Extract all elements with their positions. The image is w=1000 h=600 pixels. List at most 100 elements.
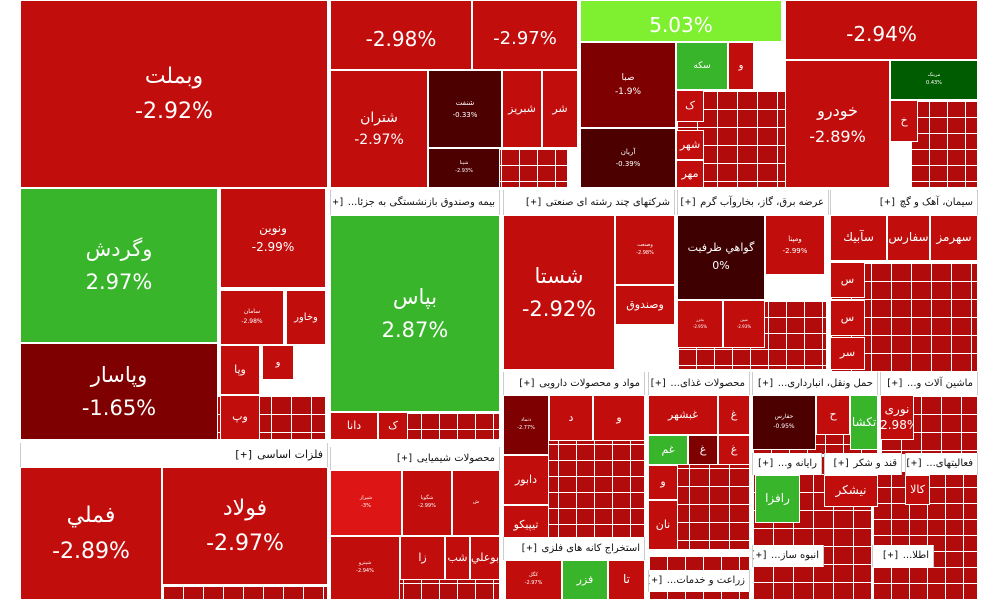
treemap-tile[interactable]: وخاور [286,290,326,345]
treemap-tile[interactable]: فزر [562,560,608,600]
treemap-tile[interactable]: شبریز [502,70,542,148]
sector-header[interactable]: رایانه و... [+] [752,453,822,475]
treemap-tile[interactable]: -2.97% [472,0,578,70]
treemap-tile[interactable]: غم [648,435,688,465]
treemap-tile[interactable]: تا [608,560,645,600]
treemap-tile[interactable]: وبملت -2.92% [20,0,328,188]
treemap-tile[interactable]: کگل -2.97% [505,560,562,600]
treemap-tile[interactable]: سر [830,337,865,370]
treemap-tile[interactable]: دابور [503,455,549,505]
treemap-tile[interactable]: شستا -2.92% [503,215,615,370]
sector-header[interactable]: محصولات غذای... [+] [648,372,750,395]
treemap-tile[interactable]: غ [718,395,750,435]
treemap-tile[interactable]: زا [400,536,445,580]
expand-icon[interactable]: [+] [905,458,924,469]
expand-icon[interactable]: [+] [649,575,664,586]
expand-icon[interactable]: [+] [753,550,768,561]
treemap-tile[interactable]: مبين -2.93% [723,300,765,348]
treemap-tile[interactable]: غ [688,435,718,465]
treemap-tile[interactable]: شپترو -2.94% [330,536,400,600]
treemap-tile[interactable]: دانا [330,412,378,440]
treemap-tile[interactable]: س [830,300,865,336]
treemap-tile[interactable]: نیشکر [824,475,878,507]
treemap-tile[interactable]: گواهي ظرفيت 0% [677,215,765,300]
sector-header[interactable]: سیمان، آهک و گچ [+] [830,190,978,215]
expand-icon[interactable]: [+] [756,378,775,389]
sector-header[interactable]: مواد و محصولات دارویی [+] [503,372,645,395]
expand-icon[interactable]: [+] [885,378,904,389]
treemap-tile[interactable]: شب [445,536,470,580]
sector-header[interactable]: محصولات شیمیایی [+] [330,447,500,470]
treemap-tile[interactable]: ح [816,395,850,435]
treemap-tile[interactable]: ومپنا -2.99% [765,215,825,275]
treemap-tile[interactable]: س [830,262,865,298]
treemap-tile[interactable]: خ [890,100,918,142]
sector-header[interactable]: انبوه ساز... [+] [752,545,824,567]
expand-icon[interactable]: [+] [520,543,539,554]
treemap-tile[interactable]: و [593,395,645,441]
treemap-tile[interactable]: شتران -2.97% [330,70,428,188]
treemap-tile[interactable]: شگویا -2.99% [402,470,452,536]
treemap-tile[interactable]: فملي -2.89% [20,467,162,600]
treemap-tile[interactable]: 5.03% [580,0,782,42]
expand-icon[interactable]: [+] [524,197,543,208]
treemap-tile[interactable]: فولاد -2.97% [162,467,328,585]
treemap-tile[interactable]: آریان -0.39% [580,128,676,188]
sector-header[interactable]: بیمه وصندوق بازنشستگی به جزئا... [+] [330,190,500,215]
expand-icon[interactable]: [+] [878,197,897,208]
treemap-tile[interactable]: ک [676,90,704,122]
treemap-tile[interactable]: -2.98% [330,0,472,70]
treemap-tile[interactable]: و [648,465,678,500]
treemap-tile[interactable]: شپنا -2.93% [428,148,500,188]
treemap-tile[interactable]: سکه [676,42,728,90]
treemap-tile[interactable]: سفارس [887,215,930,261]
expand-icon[interactable]: [+] [331,197,345,208]
sector-header[interactable]: زراعت و خدمات... [+] [648,570,750,592]
treemap-tile[interactable]: خودرو -2.89% [785,60,890,188]
treemap-tile[interactable]: بوعلي [470,536,500,580]
treemap-tile[interactable]: ش [452,470,500,536]
treemap-tile[interactable]: دتماد -2.77% [503,395,549,455]
sector-header[interactable]: فعالیتهای... [+] [905,453,978,475]
treemap-tile[interactable]: شیراز -3% [330,470,402,536]
sector-header[interactable]: حمل ونقل، انبارداری... [+] [752,372,878,395]
treemap-tile[interactable]: صبا -1.9% [580,42,676,128]
treemap-tile[interactable]: غ [718,435,750,465]
treemap-tile[interactable]: مرینک 0.43% [890,60,978,100]
sector-header[interactable]: عرضه برق، گاز، بخاروآب گرم [+] [677,190,829,215]
treemap-tile[interactable]: وگردش 2.97% [20,188,218,343]
expand-icon[interactable]: [+] [649,378,668,389]
treemap-tile[interactable]: -2.94% [785,0,978,60]
treemap-tile[interactable]: وپا [220,345,260,395]
treemap-tile[interactable]: و [728,42,754,90]
treemap-tile[interactable]: مهر [676,160,704,188]
treemap-tile[interactable]: شر [542,70,578,148]
treemap-tile[interactable]: ک [378,412,408,440]
expand-icon[interactable]: [+] [517,378,536,389]
treemap-tile[interactable]: تکشا [850,395,878,450]
treemap-tile[interactable]: وصنعت -2.98% [615,215,675,285]
treemap-tile[interactable]: سامان -2.98% [220,290,284,345]
expand-icon[interactable]: [+] [881,550,900,561]
treemap-tile[interactable]: شنفت -0.33% [428,70,502,148]
treemap-tile[interactable]: کالا [905,475,930,505]
expand-icon[interactable]: [+] [832,458,851,469]
sector-header[interactable]: قند و شکر [+] [824,453,902,475]
treemap-tile[interactable]: بپاس 2.87% [330,215,500,412]
treemap-tile[interactable]: رافزا [755,475,800,523]
treemap-tile[interactable]: وپاسار -1.65% [20,343,218,440]
treemap-tile[interactable]: سآبیك [830,215,887,261]
treemap-tile[interactable]: شهر [676,130,704,160]
expand-icon[interactable]: [+] [678,197,697,208]
treemap-tile[interactable]: و [262,345,294,380]
expand-icon[interactable]: [+] [233,448,254,461]
treemap-tile[interactable]: حفارس -0.95% [752,395,816,450]
expand-icon[interactable]: [+] [395,453,414,464]
sector-header[interactable]: اطلا... [+] [872,545,934,567]
treemap-tile[interactable]: نان [648,500,678,550]
sector-header[interactable]: ماشین آلات و... [+] [880,372,978,395]
sector-header[interactable]: فلزات اساسی [+] [20,443,328,467]
treemap-tile[interactable]: نوری-2.98% [880,395,914,440]
treemap-tile[interactable]: بخزر -2.95% [677,300,723,348]
expand-icon[interactable]: [+] [756,458,775,469]
